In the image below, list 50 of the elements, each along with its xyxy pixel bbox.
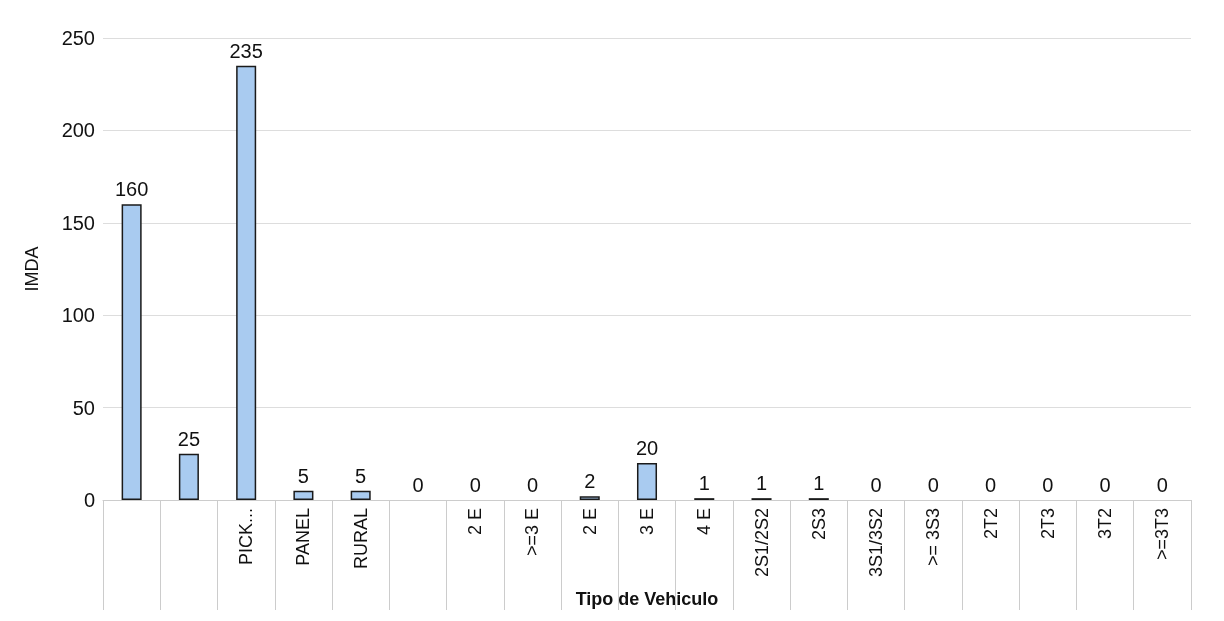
data-label: 0 <box>985 474 997 496</box>
data-label: 235 <box>229 39 263 62</box>
bar <box>121 204 142 500</box>
bar <box>178 453 199 500</box>
data-label: 0 <box>469 474 481 496</box>
data-label: 0 <box>1099 474 1111 496</box>
x-tick-label: 2T3 <box>1037 508 1058 540</box>
data-label: 1 <box>698 472 710 495</box>
data-label: 5 <box>297 464 309 487</box>
x-tick-label: 2S3 <box>808 508 829 541</box>
x-tick-label: 2S1/2S2 <box>751 508 772 578</box>
y-tick-label: 150 <box>61 211 95 234</box>
x-tick-label: PICK... <box>236 508 257 566</box>
data-label: 20 <box>635 437 659 460</box>
bar <box>350 490 371 500</box>
y-tick-label: 0 <box>83 489 95 511</box>
y-axis-title: IMDA <box>22 246 42 292</box>
data-label: 0 <box>927 474 939 496</box>
data-label: 0 <box>1042 474 1054 496</box>
data-label: 1 <box>813 472 825 495</box>
x-axis-title: Tipo de Vehiculo <box>575 589 719 609</box>
bar <box>236 65 257 500</box>
x-tick-label: PANEL <box>293 508 314 566</box>
x-tick-label: >=3 E <box>522 508 543 557</box>
data-label: 0 <box>412 474 424 496</box>
y-tick-label: 250 <box>61 27 95 49</box>
data-label: 5 <box>355 464 367 487</box>
data-label: 160 <box>114 178 149 201</box>
data-label: 2 <box>584 470 596 493</box>
x-tick-label: 4 E <box>694 508 715 536</box>
x-tick-label: 3T2 <box>1095 508 1116 540</box>
x-tick-label: 3 E <box>637 508 657 536</box>
y-tick-label: 200 <box>61 119 95 142</box>
data-label: 25 <box>177 427 201 450</box>
y-tick-label: 50 <box>72 396 95 419</box>
data-label: 0 <box>870 474 882 496</box>
x-tick-label: 3S1/3S2 <box>866 508 887 578</box>
data-label: 0 <box>1156 474 1168 496</box>
data-label: 0 <box>526 474 539 496</box>
y-tick-label: 100 <box>61 304 95 327</box>
bar <box>293 490 314 500</box>
data-label: 1 <box>755 472 768 495</box>
x-tick-label: 2T2 <box>980 508 1001 540</box>
x-tick-label: 2 E <box>579 508 600 536</box>
x-tick-label: >=3T3 <box>1152 508 1173 561</box>
bar <box>579 496 600 500</box>
x-tick-label: RURAL <box>350 508 371 570</box>
x-tick-label: >= 3S3 <box>923 508 944 567</box>
bar <box>636 463 658 500</box>
x-tick-label: 2 E <box>465 508 486 536</box>
